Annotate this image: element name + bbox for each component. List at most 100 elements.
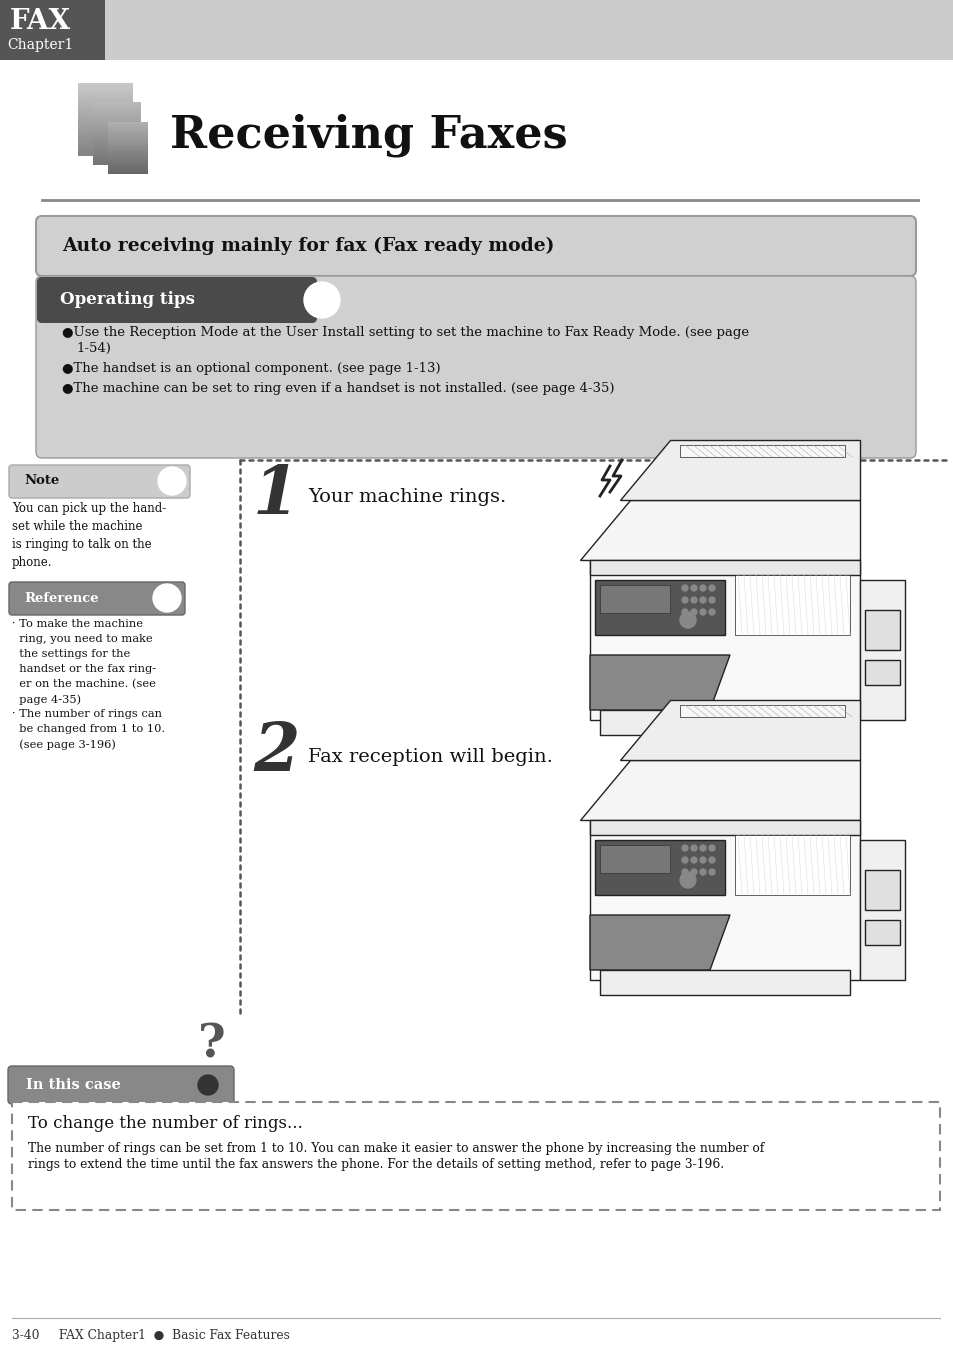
Text: 1: 1 bbox=[253, 463, 299, 528]
Circle shape bbox=[681, 597, 687, 603]
FancyBboxPatch shape bbox=[92, 146, 141, 148]
FancyBboxPatch shape bbox=[599, 710, 849, 734]
FancyBboxPatch shape bbox=[108, 173, 148, 174]
FancyBboxPatch shape bbox=[108, 169, 148, 171]
FancyBboxPatch shape bbox=[92, 111, 141, 113]
FancyBboxPatch shape bbox=[108, 157, 148, 159]
FancyBboxPatch shape bbox=[108, 146, 148, 148]
FancyBboxPatch shape bbox=[36, 275, 915, 458]
FancyBboxPatch shape bbox=[92, 107, 141, 109]
Text: · To make the machine: · To make the machine bbox=[12, 620, 143, 629]
Text: ●The machine can be set to ring even if a handset is not installed. (see page 4-: ●The machine can be set to ring even if … bbox=[62, 382, 614, 396]
Circle shape bbox=[158, 467, 186, 495]
Text: be changed from 1 to 10.: be changed from 1 to 10. bbox=[12, 724, 165, 734]
Text: To change the number of rings...: To change the number of rings... bbox=[28, 1115, 302, 1133]
Text: the settings for the: the settings for the bbox=[12, 649, 131, 659]
FancyBboxPatch shape bbox=[78, 122, 132, 124]
FancyBboxPatch shape bbox=[92, 159, 141, 162]
FancyBboxPatch shape bbox=[108, 155, 148, 157]
FancyBboxPatch shape bbox=[92, 116, 141, 119]
FancyBboxPatch shape bbox=[92, 135, 141, 138]
Circle shape bbox=[690, 857, 697, 863]
Text: (see page 3-196): (see page 3-196) bbox=[12, 738, 115, 749]
FancyBboxPatch shape bbox=[108, 170, 148, 173]
FancyBboxPatch shape bbox=[864, 660, 899, 684]
Text: handset or the fax ring-: handset or the fax ring- bbox=[12, 664, 156, 674]
FancyBboxPatch shape bbox=[92, 103, 141, 104]
Text: page 4-35): page 4-35) bbox=[12, 694, 81, 705]
FancyBboxPatch shape bbox=[78, 138, 132, 142]
FancyBboxPatch shape bbox=[78, 93, 132, 96]
Circle shape bbox=[690, 845, 697, 850]
FancyBboxPatch shape bbox=[92, 112, 141, 115]
Circle shape bbox=[708, 597, 714, 603]
Text: Chapter1: Chapter1 bbox=[7, 38, 73, 53]
Circle shape bbox=[681, 609, 687, 616]
FancyBboxPatch shape bbox=[108, 140, 148, 143]
FancyBboxPatch shape bbox=[78, 95, 132, 99]
FancyBboxPatch shape bbox=[108, 138, 148, 140]
FancyBboxPatch shape bbox=[734, 575, 849, 634]
FancyBboxPatch shape bbox=[595, 580, 724, 634]
Polygon shape bbox=[589, 915, 729, 971]
FancyBboxPatch shape bbox=[108, 150, 148, 153]
Polygon shape bbox=[579, 500, 859, 560]
Circle shape bbox=[681, 869, 687, 875]
Circle shape bbox=[690, 597, 697, 603]
Text: 2: 2 bbox=[253, 720, 299, 784]
FancyBboxPatch shape bbox=[92, 155, 141, 158]
FancyBboxPatch shape bbox=[92, 147, 141, 150]
FancyBboxPatch shape bbox=[108, 124, 148, 126]
FancyBboxPatch shape bbox=[78, 124, 132, 127]
FancyBboxPatch shape bbox=[595, 840, 724, 895]
FancyBboxPatch shape bbox=[78, 97, 132, 100]
Polygon shape bbox=[589, 819, 859, 836]
Text: The number of rings can be set from 1 to 10. You can make it easier to answer th: The number of rings can be set from 1 to… bbox=[28, 1142, 763, 1156]
FancyBboxPatch shape bbox=[108, 134, 148, 136]
Circle shape bbox=[708, 609, 714, 616]
Circle shape bbox=[679, 612, 696, 628]
FancyBboxPatch shape bbox=[78, 109, 132, 112]
Text: Auto receiving mainly for fax (Fax ready mode): Auto receiving mainly for fax (Fax ready… bbox=[62, 236, 554, 255]
FancyBboxPatch shape bbox=[92, 154, 141, 157]
FancyBboxPatch shape bbox=[108, 153, 148, 155]
Circle shape bbox=[700, 585, 705, 591]
FancyBboxPatch shape bbox=[9, 464, 190, 498]
FancyBboxPatch shape bbox=[78, 104, 132, 108]
FancyBboxPatch shape bbox=[864, 919, 899, 945]
FancyBboxPatch shape bbox=[9, 582, 185, 616]
FancyBboxPatch shape bbox=[599, 971, 849, 995]
FancyBboxPatch shape bbox=[92, 115, 141, 117]
FancyBboxPatch shape bbox=[92, 139, 141, 142]
Circle shape bbox=[304, 282, 339, 319]
FancyBboxPatch shape bbox=[78, 147, 132, 151]
Circle shape bbox=[700, 597, 705, 603]
FancyBboxPatch shape bbox=[92, 104, 141, 107]
FancyBboxPatch shape bbox=[78, 103, 132, 105]
FancyBboxPatch shape bbox=[108, 136, 148, 138]
FancyBboxPatch shape bbox=[599, 845, 669, 873]
FancyBboxPatch shape bbox=[108, 143, 148, 144]
FancyBboxPatch shape bbox=[679, 446, 844, 458]
Text: rings to extend the time until the fax answers the phone. For the details of set: rings to extend the time until the fax a… bbox=[28, 1158, 723, 1170]
Polygon shape bbox=[619, 701, 859, 760]
FancyBboxPatch shape bbox=[78, 143, 132, 146]
Text: Your machine rings.: Your machine rings. bbox=[308, 487, 506, 506]
FancyBboxPatch shape bbox=[859, 580, 904, 720]
FancyBboxPatch shape bbox=[864, 610, 899, 649]
Circle shape bbox=[700, 609, 705, 616]
FancyBboxPatch shape bbox=[37, 277, 316, 323]
FancyBboxPatch shape bbox=[108, 162, 148, 165]
Circle shape bbox=[708, 585, 714, 591]
Circle shape bbox=[700, 845, 705, 850]
FancyBboxPatch shape bbox=[36, 216, 915, 275]
FancyBboxPatch shape bbox=[108, 151, 148, 154]
FancyBboxPatch shape bbox=[108, 130, 148, 131]
FancyBboxPatch shape bbox=[108, 158, 148, 161]
FancyBboxPatch shape bbox=[108, 163, 148, 166]
FancyBboxPatch shape bbox=[78, 146, 132, 148]
Text: 1-54): 1-54) bbox=[76, 342, 111, 355]
FancyBboxPatch shape bbox=[92, 120, 141, 123]
Text: In this case: In this case bbox=[26, 1079, 121, 1092]
FancyBboxPatch shape bbox=[679, 705, 844, 717]
